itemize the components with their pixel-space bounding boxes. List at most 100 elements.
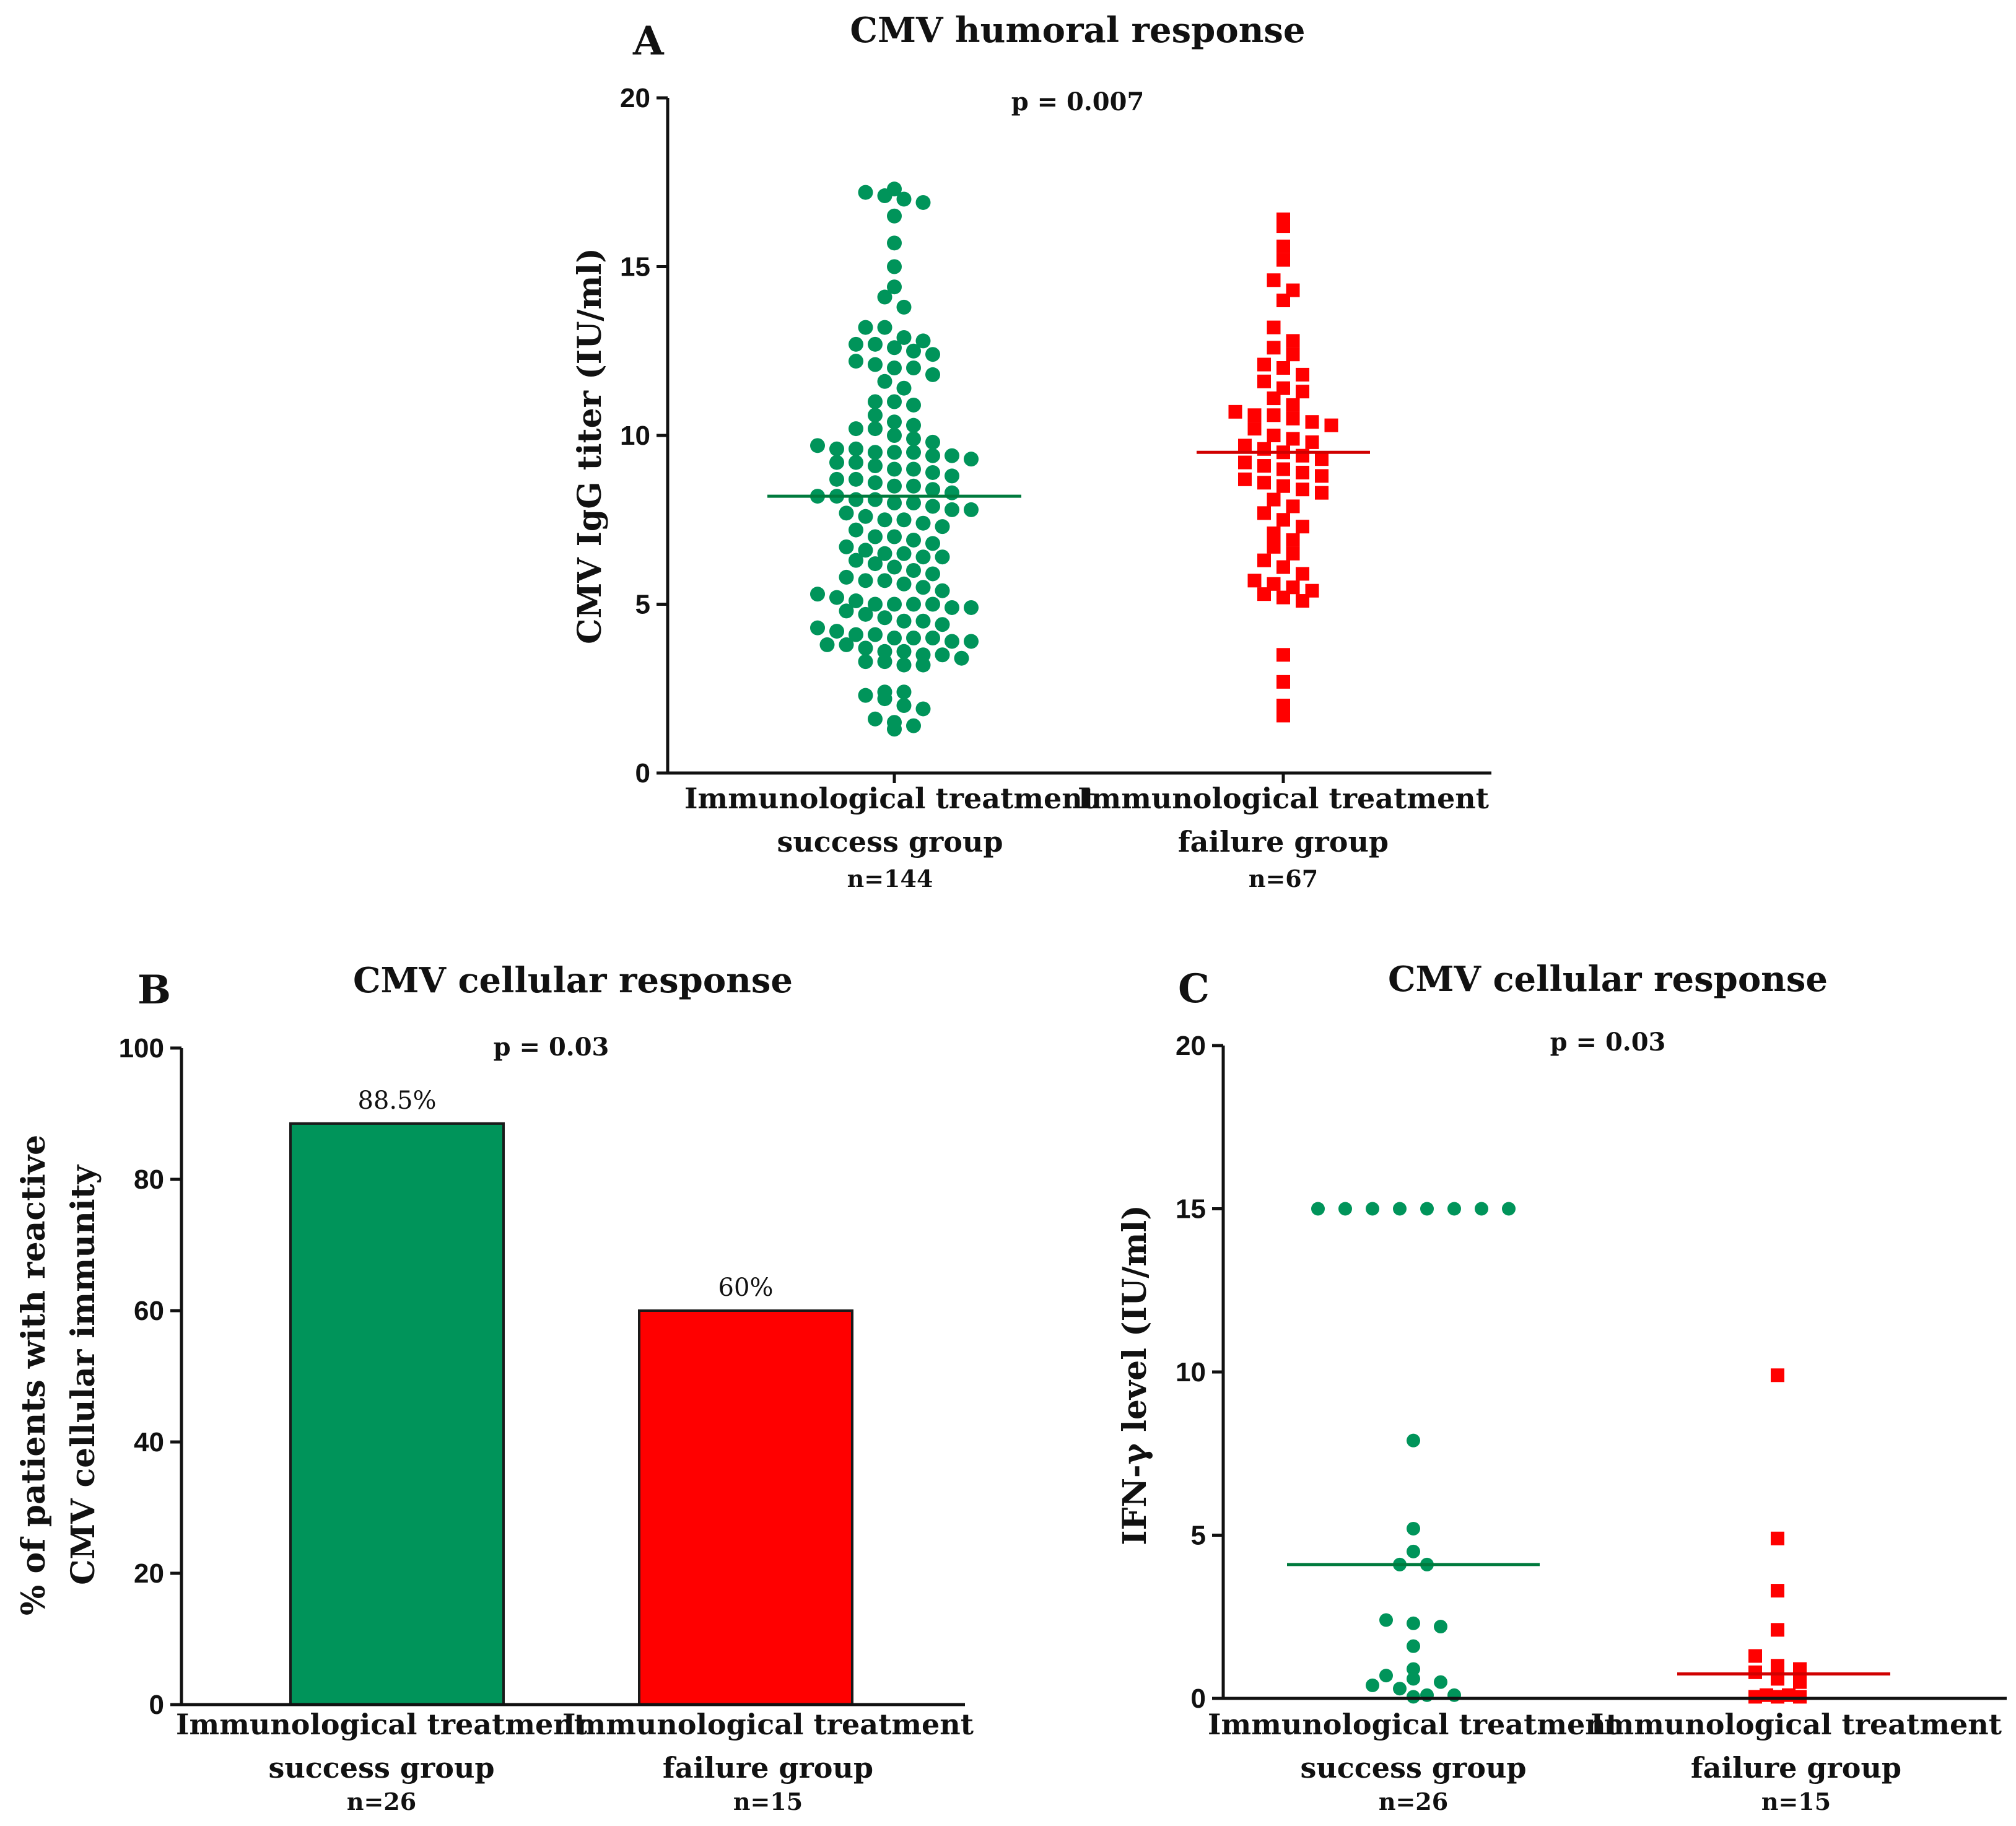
panel-a-failure-point — [1286, 334, 1300, 348]
panel-c-ytick-label: 15 — [1176, 1194, 1206, 1225]
panel-a-ytick-label: 5 — [635, 590, 650, 620]
panel-a-failure-point — [1305, 415, 1319, 429]
panel-a-success-point — [849, 471, 863, 487]
panel-a-failure-point — [1296, 567, 1309, 581]
panel-a-success-point — [868, 556, 883, 572]
panel-a-letter: A — [632, 18, 665, 64]
panel-a-success-point — [887, 428, 902, 443]
panel-a-success-point — [849, 522, 863, 538]
panel-a-success-point — [858, 509, 873, 524]
panel-a-success-point — [945, 502, 959, 517]
panel-a-medians — [767, 450, 1370, 498]
panel-a-success-point — [887, 496, 902, 510]
panel-a-success-point — [849, 441, 863, 456]
panel-b-bar-label: 60% — [718, 1273, 774, 1302]
panel-a-success-point — [906, 496, 921, 510]
panel-a-failure-point — [1238, 472, 1252, 486]
panel-a-failure-point — [1276, 294, 1290, 307]
panel-a-success-point — [858, 185, 873, 200]
panel-a-cat1-line1: Immunological treatment — [684, 782, 1096, 815]
panel-a-failure-point — [1247, 422, 1262, 436]
panel-a-failure-point — [1276, 590, 1290, 605]
panel-a-success-point — [896, 698, 912, 713]
panel-a-success-point — [858, 543, 873, 558]
panel-c-failure-point — [1771, 1584, 1784, 1598]
panel-a-success-point — [964, 634, 979, 649]
panel-c-failure-point — [1771, 1659, 1784, 1673]
panel-a-failure-point — [1257, 553, 1271, 567]
panel-a-success-point — [887, 529, 902, 544]
panel-a-success-point — [915, 613, 931, 629]
panel-a: A CMV humoral response p = 0.007 CMV IgG… — [571, 10, 1491, 893]
panel-a-success-point — [925, 448, 940, 463]
panel-a-success-point — [896, 644, 912, 659]
panel-a-success-point — [935, 647, 950, 663]
panel-c-success-point — [1366, 1678, 1379, 1692]
panel-a-success-point — [906, 397, 921, 413]
panel-a-success-point — [868, 458, 883, 474]
panel-c-success-point — [1475, 1202, 1488, 1216]
panel-a-success-point — [906, 431, 921, 447]
panel-a-success-point — [868, 529, 883, 544]
panel-a-failure-point — [1276, 513, 1290, 527]
panel-a-success-point — [868, 627, 883, 642]
panel-b-bar — [638, 1309, 853, 1706]
panel-a-failure-point — [1267, 526, 1281, 541]
panel-a-success-point — [915, 194, 931, 210]
panel-c-axes — [1221, 1046, 2007, 1700]
panel-b-cat1-line1: Immunological treatment — [176, 1708, 588, 1741]
panel-a-failure-point — [1257, 459, 1271, 473]
panel-a-success-point — [906, 596, 921, 612]
panel-a-success-point — [829, 590, 844, 605]
panel-a-success-point — [925, 596, 940, 612]
panel-a-failure-point — [1296, 367, 1309, 382]
panel-c-cat2-line2: failure group — [1691, 1751, 1901, 1784]
panel-a-success-point — [877, 573, 892, 588]
panel-a-pvalue: p = 0.007 — [1011, 87, 1145, 116]
panel-a-success-point — [906, 631, 921, 645]
panel-a-success-point — [915, 657, 931, 673]
panel-c-success-point — [1407, 1690, 1420, 1704]
panel-c-success-point — [1366, 1202, 1379, 1216]
panel-c-ylabel: IFN-γ level (IU/ml) — [1116, 1205, 1154, 1545]
panel-a-success-point — [868, 711, 883, 727]
panel-a-success-point — [858, 573, 873, 588]
panel-a-failure-point — [1247, 408, 1262, 422]
panel-c-success-point — [1434, 1620, 1447, 1634]
panel-c-failure-point — [1793, 1675, 1807, 1689]
panel-a-failure-point — [1296, 465, 1309, 479]
panel-a-success-point — [935, 583, 950, 598]
panel-a-failure-point — [1238, 455, 1252, 470]
panel-a-failure-point — [1276, 361, 1290, 375]
panel-a-failure-point — [1286, 533, 1300, 547]
panel-a-success-point — [896, 684, 912, 700]
panel-a-success-point — [887, 259, 902, 274]
panel-a-success-point — [868, 445, 883, 460]
panel-c-success-point — [1434, 1675, 1447, 1689]
panel-a-success-point — [849, 455, 863, 470]
panel-a-failure-point — [1286, 546, 1300, 561]
panel-a-success-point — [935, 519, 950, 535]
panel-a-success-point — [925, 631, 940, 645]
panel-b-ytick-label: 0 — [149, 1690, 164, 1720]
panel-a-success-point — [877, 691, 892, 707]
panel-a-success-point — [896, 380, 912, 396]
panel-c-letter: C — [1178, 966, 1210, 1012]
panel-a-success-point — [868, 394, 883, 409]
panel-c-success-point — [1393, 1682, 1407, 1696]
panel-a-success-point — [925, 499, 940, 514]
panel-a-failure-point — [1267, 320, 1281, 334]
panel-a-failure-point — [1276, 219, 1290, 234]
panel-a-success-point — [935, 549, 950, 565]
panel-c-points — [1311, 1202, 1807, 1704]
panel-b-cat1-n: n=26 — [347, 1788, 416, 1815]
panel-a-failure-point — [1267, 540, 1281, 554]
panel-a-success-point — [877, 546, 892, 561]
panel-a-failure-point — [1257, 506, 1271, 520]
panel-a-success-point — [887, 208, 902, 224]
panel-a-success-point — [849, 492, 863, 507]
panel-a-success-point — [887, 394, 902, 409]
panel-a-success-point — [925, 367, 940, 382]
panel-a-success-point — [887, 235, 902, 251]
panel-c-cat2-line1: Immunological treatment — [1591, 1708, 2002, 1741]
